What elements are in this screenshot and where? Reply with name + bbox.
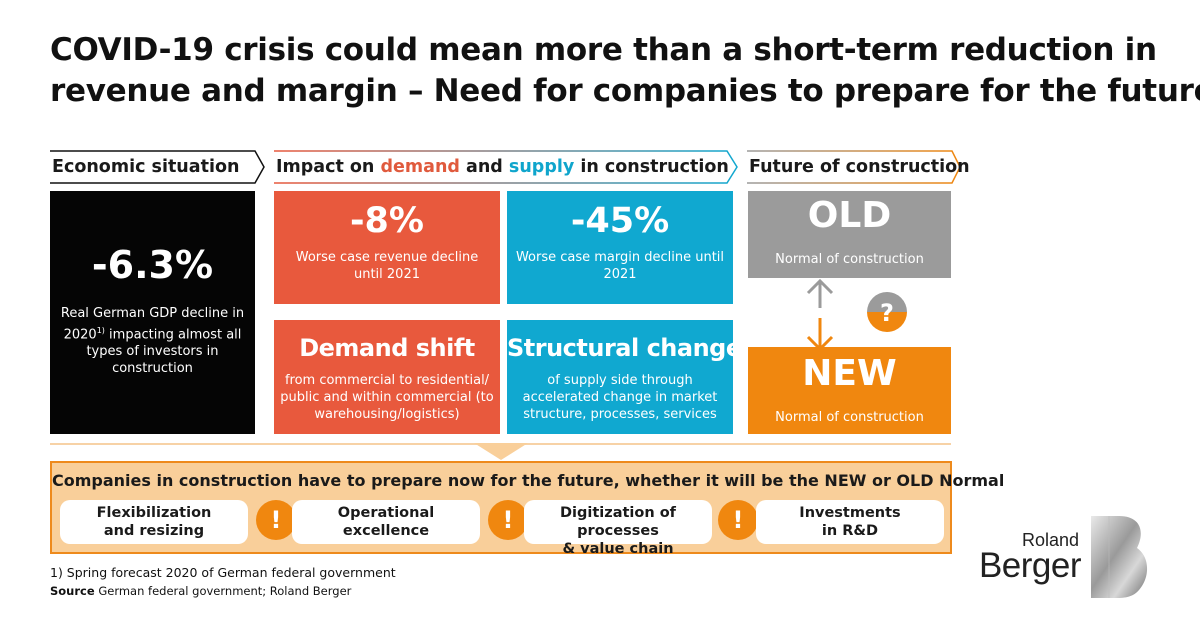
question-mark-glyph: ? xyxy=(880,299,894,327)
demand-shift-box: Demand shift from commercial to resident… xyxy=(274,320,500,434)
gdp-value: -6.3% xyxy=(91,243,214,287)
old-normal-box: OLD Normal of construction xyxy=(748,191,951,278)
header-impact-label: Impact on demand and supply in construct… xyxy=(274,157,729,177)
header-impact: Impact on demand and supply in construct… xyxy=(274,150,739,184)
source-text: German federal government; Roland Berger xyxy=(94,584,352,598)
pill-line-1: Investments xyxy=(799,505,901,521)
footnote-marker: 1) xyxy=(96,326,105,335)
source-line: Source German federal government; Roland… xyxy=(50,584,351,598)
old-label: OLD xyxy=(807,195,892,236)
demand-shift-title: Demand shift xyxy=(299,334,475,362)
header-arrow-outline xyxy=(747,150,961,184)
exclamation-icon: ! xyxy=(488,500,528,540)
pointer-triangle-icon xyxy=(474,443,528,460)
logo-text-roland: Roland xyxy=(1021,530,1079,550)
revenue-value: -8% xyxy=(350,201,424,241)
recommendations-panel: Companies in construction have to prepar… xyxy=(50,461,1005,557)
revenue-decline-box: -8% Worse case revenue decline until 202… xyxy=(274,191,500,304)
pill-line-2: excellence xyxy=(342,523,430,539)
footnote: 1) Spring forecast 2020 of German federa… xyxy=(50,565,396,580)
header-impact-post: in construction xyxy=(574,157,729,177)
pill-operational-excellence: Operational excellence xyxy=(292,500,480,544)
logo-text-berger: Berger xyxy=(978,546,1082,585)
pill-flexibilization: Flexibilization and resizing xyxy=(60,500,248,544)
margin-value: -45% xyxy=(570,201,670,241)
margin-decline-box: -45% Worse case margin decline until 202… xyxy=(507,191,733,304)
panel-title: Companies in construction have to prepar… xyxy=(52,471,1005,490)
pill-line-1: Digitization of processes xyxy=(560,505,676,539)
new-description: Normal of construction xyxy=(775,410,924,425)
exclamation-icon: ! xyxy=(256,500,296,540)
margin-description: Worse case margin decline until 2021 xyxy=(515,250,725,282)
pill-investments: Investments in R&D xyxy=(756,500,944,544)
pill-line-2: and resizing xyxy=(103,523,205,539)
revenue-description: Worse case revenue decline until 2021 xyxy=(295,250,479,282)
header-impact-supply: supply xyxy=(508,157,575,177)
gdp-desc-part-1: Real German GDP decline in 2020 xyxy=(60,306,245,343)
pill-digitization: Digitization of processes & value chain xyxy=(524,500,712,557)
pill-line-1: Flexibilization xyxy=(96,505,212,521)
header-impact-demand: demand xyxy=(380,157,460,177)
question-mark-icon: ? xyxy=(867,292,907,332)
structural-change-title: Structural change xyxy=(507,334,742,362)
new-label: NEW xyxy=(802,353,897,394)
page-title: COVID-19 crisis could mean more than a s… xyxy=(50,30,1200,112)
logo-b-mark-icon xyxy=(1091,516,1148,598)
header-arrow-outline xyxy=(274,150,738,184)
pill-line-1: Operational xyxy=(337,505,435,521)
page-title-line-2: revenue and margin – Need for companies … xyxy=(50,73,1200,109)
demand-shift-description: from commercial to residential/ public a… xyxy=(280,373,494,422)
new-normal-box: NEW Normal of construction xyxy=(748,347,951,434)
old-description: Normal of construction xyxy=(775,252,924,267)
page-title-line-1: COVID-19 crisis could mean more than a s… xyxy=(50,32,1157,68)
structural-change-box: Structural change of supply side through… xyxy=(507,320,742,434)
exclamation-icon: ! xyxy=(718,500,758,540)
header-future-label: Future of construction xyxy=(749,157,970,177)
pill-line-2: in R&D xyxy=(821,523,879,539)
header-impact-pre: Impact on xyxy=(276,157,381,177)
header-future: Future of construction xyxy=(747,150,970,184)
old-new-arrows-icon xyxy=(806,278,834,352)
roland-berger-logo: Roland Berger xyxy=(977,512,1157,602)
header-economic-label: Economic situation xyxy=(52,157,240,177)
header-impact-and: and xyxy=(459,157,509,177)
header-arrow-outline xyxy=(50,150,265,184)
economic-situation-box: -6.3% Real German GDP decline in 20201) … xyxy=(50,191,255,434)
pill-line-2: & value chain xyxy=(562,541,674,557)
header-economic-situation: Economic situation xyxy=(50,150,265,184)
gdp-desc-part-2: impacting almost all types of investors … xyxy=(86,327,242,377)
gdp-description: Real German GDP decline in 20201) impact… xyxy=(58,305,247,377)
source-label: Source xyxy=(50,584,95,598)
structural-change-description: of supply side through accelerated chang… xyxy=(522,373,718,422)
